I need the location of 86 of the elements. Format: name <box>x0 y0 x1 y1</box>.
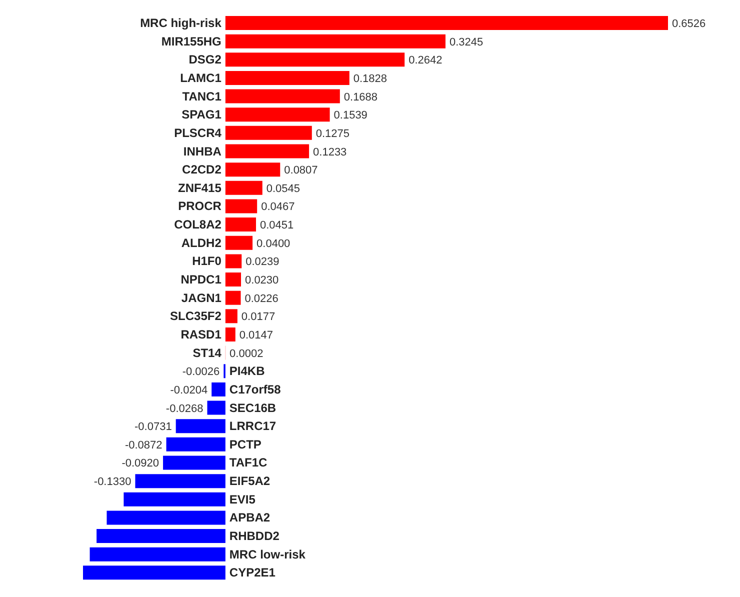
bar <box>225 290 241 305</box>
y-tick-label: RASD1 <box>180 327 222 342</box>
bar <box>225 34 446 48</box>
data-label: 0.1688 <box>344 91 378 104</box>
data-label: 0.1233 <box>313 146 347 158</box>
y-tick-label: LRRC17 <box>229 419 276 434</box>
data-label: 0.0002 <box>230 348 264 360</box>
data-label: 0.2642 <box>408 54 442 67</box>
bar <box>225 254 242 268</box>
y-tick-label: SLC35F2 <box>170 309 222 324</box>
y-tick-label: COL8A2 <box>174 218 222 232</box>
bar <box>163 456 226 470</box>
bar <box>225 218 256 232</box>
y-tick-label: RHBDD2 <box>229 529 280 544</box>
bar <box>225 309 238 324</box>
y-tick-label: APBA2 <box>229 510 270 525</box>
bar <box>225 327 236 342</box>
data-label: 0.1828 <box>353 72 388 85</box>
bar <box>83 566 226 580</box>
y-tick-label: EVI5 <box>229 492 256 506</box>
y-tick-label: H1F0 <box>192 254 222 268</box>
bar <box>225 16 668 30</box>
bar <box>225 180 262 195</box>
data-label: 0.6526 <box>672 18 706 30</box>
data-label: -0.1330 <box>94 476 132 488</box>
data-label: 0.1539 <box>334 110 368 122</box>
data-label: 0.0807 <box>284 164 318 177</box>
y-tick-label: MIR155HG <box>161 34 222 48</box>
bar <box>166 437 226 452</box>
data-label: 0.1275 <box>316 128 350 140</box>
y-tick-label: C2CD2 <box>182 162 222 177</box>
data-label: -0.0872 <box>124 439 162 452</box>
data-label: 0.0177 <box>241 311 276 324</box>
y-tick-label: EIF5A2 <box>229 474 270 488</box>
data-label: 0.0226 <box>244 292 278 305</box>
y-tick-label: MRC high-risk <box>140 16 222 30</box>
y-tick-label: DSG2 <box>188 52 222 67</box>
data-label: 0.0147 <box>239 329 274 342</box>
y-tick-label: PROCR <box>178 199 222 214</box>
bar <box>207 400 226 415</box>
y-tick-label: PI4KB <box>229 364 266 378</box>
bar <box>135 474 226 488</box>
data-label: 0.3245 <box>449 36 484 48</box>
data-label: -0.0731 <box>134 421 172 434</box>
bar <box>176 419 226 434</box>
data-label: 0.0230 <box>245 274 279 287</box>
y-tick-label: SEC16B <box>229 400 276 415</box>
data-label: 0.0545 <box>266 182 300 195</box>
y-tick-label: TAF1C <box>229 456 268 470</box>
data-label: 0.0400 <box>256 238 290 250</box>
data-label: 0.0451 <box>260 220 294 232</box>
bar <box>106 510 226 525</box>
bar <box>225 126 312 140</box>
bar <box>225 199 258 214</box>
bar <box>225 89 340 104</box>
y-tick-label: SPAG1 <box>182 108 222 122</box>
bar <box>225 236 253 250</box>
y-tick-label: C17orf58 <box>229 382 282 396</box>
y-tick-label: ALDH2 <box>181 236 222 250</box>
y-tick-label: PLSCR4 <box>174 126 222 140</box>
bar <box>124 492 226 506</box>
data-label: 0.0467 <box>261 201 295 214</box>
data-label: -0.0026 <box>182 366 220 378</box>
y-tick-label: LAMC1 <box>180 70 222 85</box>
y-tick-label: JAGN1 <box>181 290 222 305</box>
bar <box>225 52 405 67</box>
bar <box>225 108 330 122</box>
data-label: -0.0204 <box>170 384 208 396</box>
y-tick-label: ZNF415 <box>178 180 222 195</box>
y-tick-label: ST14 <box>192 346 222 360</box>
y-tick-label: INHBA <box>183 144 222 158</box>
bar <box>212 382 226 396</box>
y-tick-label: CYP2E1 <box>229 566 276 580</box>
y-tick-label: TANC1 <box>182 89 222 104</box>
data-label: 0.0239 <box>246 256 280 268</box>
y-tick-label: MRC low-risk <box>229 547 306 562</box>
bar <box>225 272 242 287</box>
bar <box>90 547 226 562</box>
y-tick-label: PCTP <box>229 437 262 452</box>
bar <box>225 144 310 158</box>
bar <box>96 529 226 544</box>
data-label: -0.0920 <box>122 458 160 470</box>
bar <box>225 162 280 177</box>
y-tick-label: NPDC1 <box>180 272 222 287</box>
data-label: -0.0268 <box>166 402 204 415</box>
bar <box>225 70 350 85</box>
